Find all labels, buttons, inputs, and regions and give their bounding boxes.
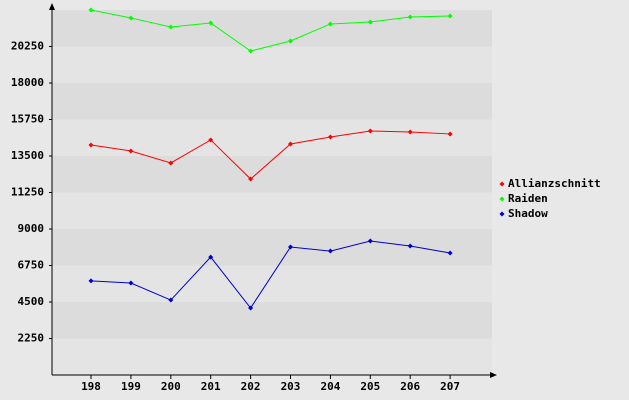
series-line: [90, 130, 451, 180]
y-tick-label: 18000: [11, 76, 44, 89]
series-line: [90, 240, 451, 309]
legend-marker: [499, 211, 505, 217]
y-tick-label: 6750: [18, 259, 45, 272]
plot-band: [52, 192, 492, 229]
x-axis-arrow: [490, 372, 497, 378]
x-tick-label: 198: [81, 380, 101, 393]
data-point: [88, 278, 94, 284]
legend-marker: [499, 196, 505, 202]
data-point: [208, 137, 214, 143]
data-point: [288, 38, 293, 44]
plot-band: [52, 46, 492, 83]
y-axis-arrow: [49, 3, 55, 10]
plot-band: [52, 156, 492, 193]
x-tick-label: 204: [320, 380, 340, 393]
plot-band: [52, 265, 492, 302]
x-tick-label: 206: [400, 380, 420, 393]
data-point: [88, 142, 94, 148]
data-point: [168, 297, 174, 303]
data-point: [128, 148, 134, 154]
data-point: [248, 176, 254, 182]
data-point: [367, 19, 373, 25]
plot-band: [52, 119, 492, 156]
y-tick-label: 11250: [11, 186, 44, 199]
legend-label: Allianzschnitt: [508, 177, 601, 190]
data-point: [327, 21, 333, 27]
y-tick-label: 2250: [18, 332, 45, 345]
plot-band: [52, 83, 492, 120]
plot-band: [52, 10, 492, 47]
legend-marker: [499, 181, 505, 187]
x-tick-label: 201: [201, 380, 221, 393]
legend-label: Raiden: [508, 192, 548, 205]
data-point: [288, 141, 293, 147]
data-point: [248, 48, 254, 54]
y-tick-label: 9000: [18, 222, 45, 235]
data-point: [327, 248, 333, 254]
x-tick-label: 207: [440, 380, 460, 393]
series-line: [90, 9, 451, 52]
data-point: [447, 250, 453, 256]
data-point: [327, 134, 333, 140]
x-tick-label: 200: [161, 380, 181, 393]
y-tick-label: 13500: [11, 149, 44, 162]
y-tick-label: 4500: [18, 295, 45, 308]
legend-label: Shadow: [508, 207, 548, 220]
data-point: [367, 238, 373, 244]
data-point: [447, 13, 453, 19]
data-point: [407, 14, 413, 20]
data-point: [407, 243, 413, 249]
x-tick-label: 199: [121, 380, 141, 393]
plot-band: [52, 229, 492, 266]
x-tick-label: 202: [241, 380, 261, 393]
y-tick-label: 15750: [11, 113, 44, 126]
data-point: [128, 280, 134, 286]
data-point: [128, 15, 134, 21]
plot-band: [52, 338, 492, 375]
data-point: [447, 131, 453, 137]
data-point: [367, 128, 373, 134]
data-point: [288, 244, 293, 250]
x-tick-label: 205: [360, 380, 380, 393]
plot-band: [52, 302, 492, 339]
data-point: [168, 160, 174, 166]
data-point: [208, 254, 214, 260]
data-point: [208, 20, 214, 26]
data-point: [168, 24, 174, 30]
y-tick-label: 20250: [11, 40, 44, 53]
x-tick-label: 203: [281, 380, 301, 393]
data-point: [248, 305, 254, 311]
data-point: [88, 7, 94, 13]
data-point: [407, 129, 413, 135]
